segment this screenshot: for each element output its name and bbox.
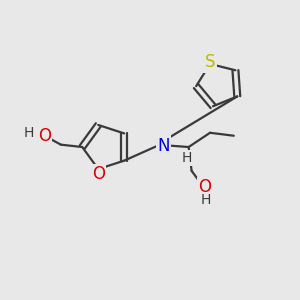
Text: H: H xyxy=(201,193,211,207)
Text: N: N xyxy=(157,136,170,154)
Text: H: H xyxy=(24,126,34,140)
Text: S: S xyxy=(205,53,215,71)
Text: O: O xyxy=(38,127,51,145)
Text: O: O xyxy=(92,165,105,183)
Text: O: O xyxy=(199,178,212,196)
Text: H: H xyxy=(182,151,192,165)
